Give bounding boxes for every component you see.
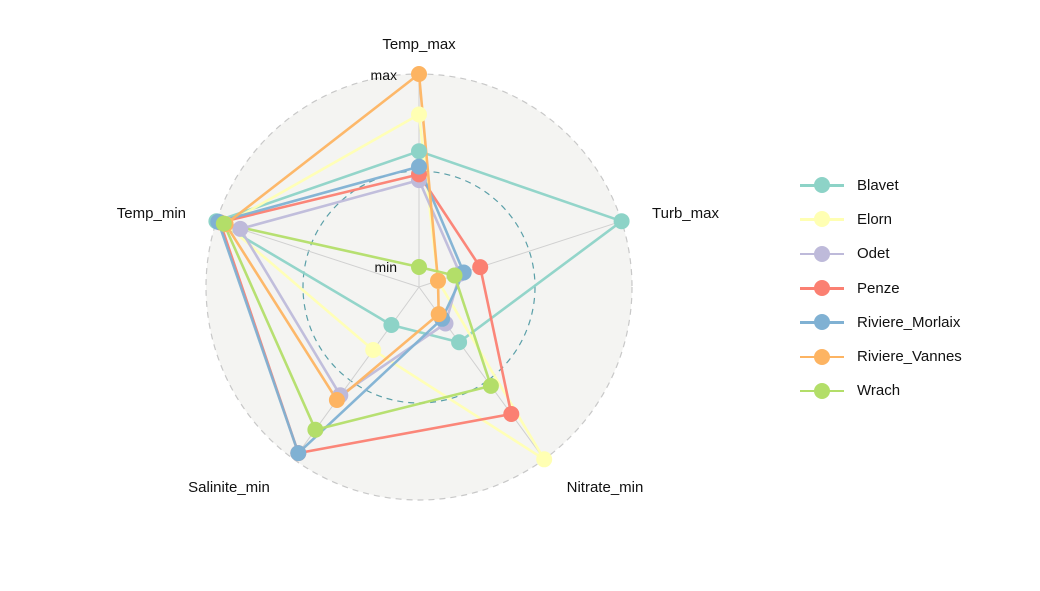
data-point-riviere-vannes-temp-max: [411, 66, 427, 82]
series-line-riviere-morlaix: [217, 165, 466, 455]
legend-swatch: [800, 175, 844, 195]
data-point-penze-turb-max: [472, 259, 489, 276]
radar-chart: Temp_max Turb_max Nitrate_min Salinite_min T…: [117, 36, 719, 501]
data-point-blavet-turb-max: [613, 213, 630, 230]
series-line-penze: [218, 173, 513, 455]
spoke-temp-min: [216, 220, 420, 288]
data-point-elorn-salinite-min: [365, 342, 382, 358]
legend-item-odet: Odet: [800, 237, 962, 271]
ring-label-min: min: [374, 259, 397, 275]
data-point-riviere-morlaix-temp-max: [411, 158, 427, 175]
legend-label: Riviere_Morlaix: [857, 313, 961, 331]
data-point-wrach-turb-max: [446, 267, 463, 284]
data-point-riviere-vannes-nitrate-min: [430, 306, 447, 323]
legend-label: Odet: [857, 245, 890, 263]
legend-label: Riviere_Vannes: [857, 348, 962, 366]
legend-item-penze: Penze: [800, 271, 962, 305]
legend-item-wrach: Wrach: [800, 374, 962, 408]
axis-label-salinite-min: Salinite_min: [188, 479, 270, 496]
series-line-riviere-vannes: [224, 72, 441, 402]
data-point-riviere-morlaix-salinite-min: [290, 445, 307, 462]
axis-label-temp-max: Temp_max: [382, 36, 456, 53]
axis-label-temp-min: Temp_min: [117, 205, 186, 222]
legend-item-blavet: Blavet: [800, 168, 962, 202]
data-point-wrach-temp-max: [411, 259, 427, 275]
data-point-riviere-vannes-salinite-min: [328, 392, 345, 408]
data-point-riviere-vannes-turb-max: [430, 272, 446, 289]
legend-swatch: [800, 209, 844, 229]
data-point-wrach-salinite-min: [307, 421, 324, 438]
legend-label: Blavet: [857, 176, 899, 194]
legend-item-riviere-vannes: Riviere_Vannes: [800, 339, 962, 373]
data-point-wrach-temp-min: [215, 215, 232, 232]
axis-label-turb-max: Turb_max: [652, 205, 719, 222]
ring-label-max: max: [371, 67, 397, 83]
legend-swatch: [800, 244, 844, 264]
legend-label: Wrach: [857, 382, 901, 400]
data-point-blavet-salinite-min: [383, 317, 400, 333]
data-point-elorn-temp-max: [411, 106, 427, 123]
legend-swatch: [800, 278, 844, 298]
legend-swatch: [800, 347, 844, 367]
legend-swatch: [800, 312, 844, 332]
data-point-blavet-nitrate-min: [451, 334, 468, 351]
data-point-wrach-nitrate-min: [482, 377, 499, 394]
data-point-penze-nitrate-min: [503, 406, 520, 422]
data-point-blavet-temp-max: [411, 143, 427, 160]
data-point-odet-temp-min: [232, 220, 249, 237]
legend-swatch: [800, 381, 844, 401]
legend-item-riviere-morlaix: Riviere_Morlaix: [800, 305, 962, 339]
axis-label-nitrate-min: Nitrate_min: [567, 479, 644, 496]
legend-label: Penze: [857, 279, 900, 297]
series-line-odet: [239, 178, 462, 397]
legend-label: Elorn: [857, 210, 893, 228]
legend: Blavet Elorn Odet Penze Riviere_Morlaix Rivie…: [800, 168, 962, 408]
legend-item-elorn: Elorn: [800, 202, 962, 236]
data-point-elorn-nitrate-min: [536, 451, 553, 468]
